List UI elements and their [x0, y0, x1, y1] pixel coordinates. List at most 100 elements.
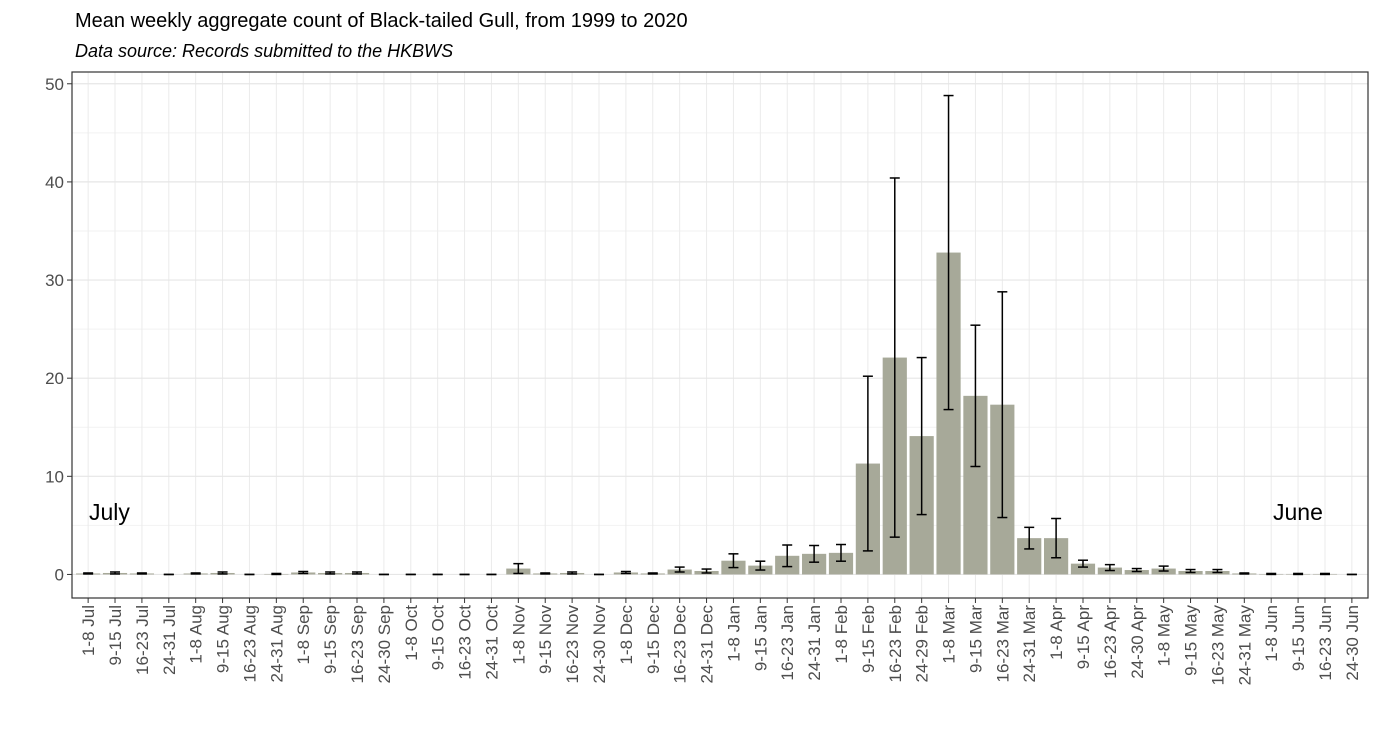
chart-subtitle: Data source: Records submitted to the HK… — [75, 41, 453, 61]
x-tick-label: 16-23 Aug — [240, 605, 259, 683]
x-tick-label: 9-15 Oct — [429, 605, 448, 670]
x-tick-label: 9-15 Apr — [1074, 605, 1093, 670]
error-bar — [325, 571, 336, 575]
bar — [1070, 563, 1096, 575]
x-tick-label: 1-8 Sep — [294, 605, 313, 665]
error-bar — [1239, 572, 1250, 575]
x-tick-label: 24-30 Sep — [375, 605, 394, 683]
y-tick-label: 40 — [45, 173, 64, 192]
error-bar — [1319, 572, 1330, 576]
error-bar — [970, 324, 981, 468]
error-bar — [190, 572, 201, 575]
x-tick-label: 24-31 Oct — [482, 605, 501, 680]
x-tick-label: 9-15 Jul — [106, 605, 125, 665]
error-bar — [647, 572, 658, 575]
x-tick-label: 9-15 Aug — [214, 605, 233, 673]
x-tick-label: 16-23 May — [1208, 605, 1227, 686]
x-tick-label: 1-8 Apr — [1047, 605, 1066, 660]
error-bar — [540, 572, 551, 575]
x-tick-label: 9-15 May — [1182, 605, 1201, 676]
x-tick-label: 9-15 Jan — [751, 605, 770, 671]
error-bar — [217, 571, 228, 575]
x-tick-label: 9-15 Feb — [859, 605, 878, 673]
x-tick-label: 1-8 Jun — [1262, 605, 1281, 662]
x-tick-label: 24-30 Nov — [590, 605, 609, 684]
error-bar — [1024, 526, 1035, 550]
x-tick-label: 1-8 Dec — [617, 605, 636, 665]
error-bar — [1104, 563, 1115, 572]
y-tick-label: 20 — [45, 369, 64, 388]
x-tick-label: 24-31 Jul — [160, 605, 179, 675]
error-bar — [513, 562, 524, 575]
error-bar — [943, 94, 954, 411]
x-tick-label: 16-23 Sep — [348, 605, 367, 683]
x-tick-label: 24-31 Jan — [805, 605, 824, 681]
error-bar — [997, 291, 1008, 519]
error-bar — [862, 375, 873, 552]
error-bar — [1051, 517, 1062, 559]
error-bar — [1185, 568, 1196, 574]
x-tick-label: 1-8 Jan — [724, 605, 743, 662]
chart-title: Mean weekly aggregate count of Black-tai… — [75, 10, 688, 32]
bar — [828, 552, 854, 575]
x-tick-label: 1-8 May — [1155, 605, 1174, 667]
x-tick-label: 16-23 Jan — [778, 605, 797, 681]
x-tick-label: 16-23 Feb — [886, 605, 905, 683]
error-bar — [835, 543, 846, 562]
y-tick-label: 0 — [55, 565, 64, 584]
x-tick-label: 24-31 May — [1235, 605, 1254, 686]
error-bar — [809, 544, 820, 563]
error-bar — [1077, 559, 1088, 568]
error-bar — [1212, 568, 1223, 574]
error-bar — [136, 572, 147, 575]
x-tick-label: 16-23 Jul — [133, 605, 152, 675]
x-tick-label: 16-23 Mar — [993, 605, 1012, 683]
y-tick-label: 10 — [45, 467, 64, 486]
error-bar — [701, 568, 712, 574]
error-bar — [567, 571, 578, 575]
x-tick-label: 9-15 Dec — [644, 605, 663, 674]
x-tick-label: 1-8 Feb — [832, 605, 851, 664]
error-bar — [1293, 572, 1304, 576]
error-bar — [1266, 572, 1277, 576]
error-bar — [110, 571, 121, 575]
x-tick-label: 9-15 Sep — [321, 605, 340, 674]
x-tick-label: 9-15 Nov — [536, 605, 555, 674]
error-bar — [352, 571, 363, 575]
plot-border — [71, 71, 1369, 599]
x-tick-label: 1-8 Mar — [940, 605, 959, 664]
y-tick-label: 30 — [45, 271, 64, 290]
error-bar — [83, 572, 94, 575]
error-bar — [782, 544, 793, 568]
x-tick-label: 9-15 Jun — [1289, 605, 1308, 671]
x-tick-label: 24-29 Feb — [913, 605, 932, 683]
error-bar — [889, 177, 900, 538]
y-tick-label: 50 — [45, 75, 64, 94]
annotation: July — [89, 499, 130, 525]
x-tick-label: 16-23 Apr — [1101, 605, 1120, 679]
error-bar — [728, 553, 739, 569]
x-tick-label: 16-23 Jun — [1316, 605, 1335, 681]
x-tick-label: 1-8 Nov — [509, 605, 528, 665]
x-tick-label: 24-30 Jun — [1343, 605, 1362, 681]
x-tick-label: 1-8 Jul — [79, 605, 98, 656]
annotation: June — [1273, 499, 1323, 525]
error-bar — [674, 566, 685, 573]
x-tick-label: 24-31 Aug — [267, 605, 286, 683]
x-tick-label: 9-15 Mar — [966, 605, 985, 673]
error-bar — [916, 356, 927, 516]
error-bar — [620, 570, 631, 575]
x-tick-label: 16-23 Dec — [671, 605, 690, 684]
error-bar — [755, 560, 766, 571]
error-bar — [298, 570, 309, 575]
x-tick-label: 24-31 Mar — [1020, 605, 1039, 683]
error-bar — [1158, 565, 1169, 572]
error-bar — [1131, 567, 1142, 573]
x-tick-label: 1-8 Aug — [187, 605, 206, 664]
x-tick-label: 16-23 Oct — [456, 605, 475, 680]
x-tick-label: 1-8 Oct — [402, 605, 421, 661]
bar — [802, 553, 827, 575]
x-tick-label: 24-30 Apr — [1128, 605, 1147, 679]
x-tick-label: 16-23 Nov — [563, 605, 582, 684]
